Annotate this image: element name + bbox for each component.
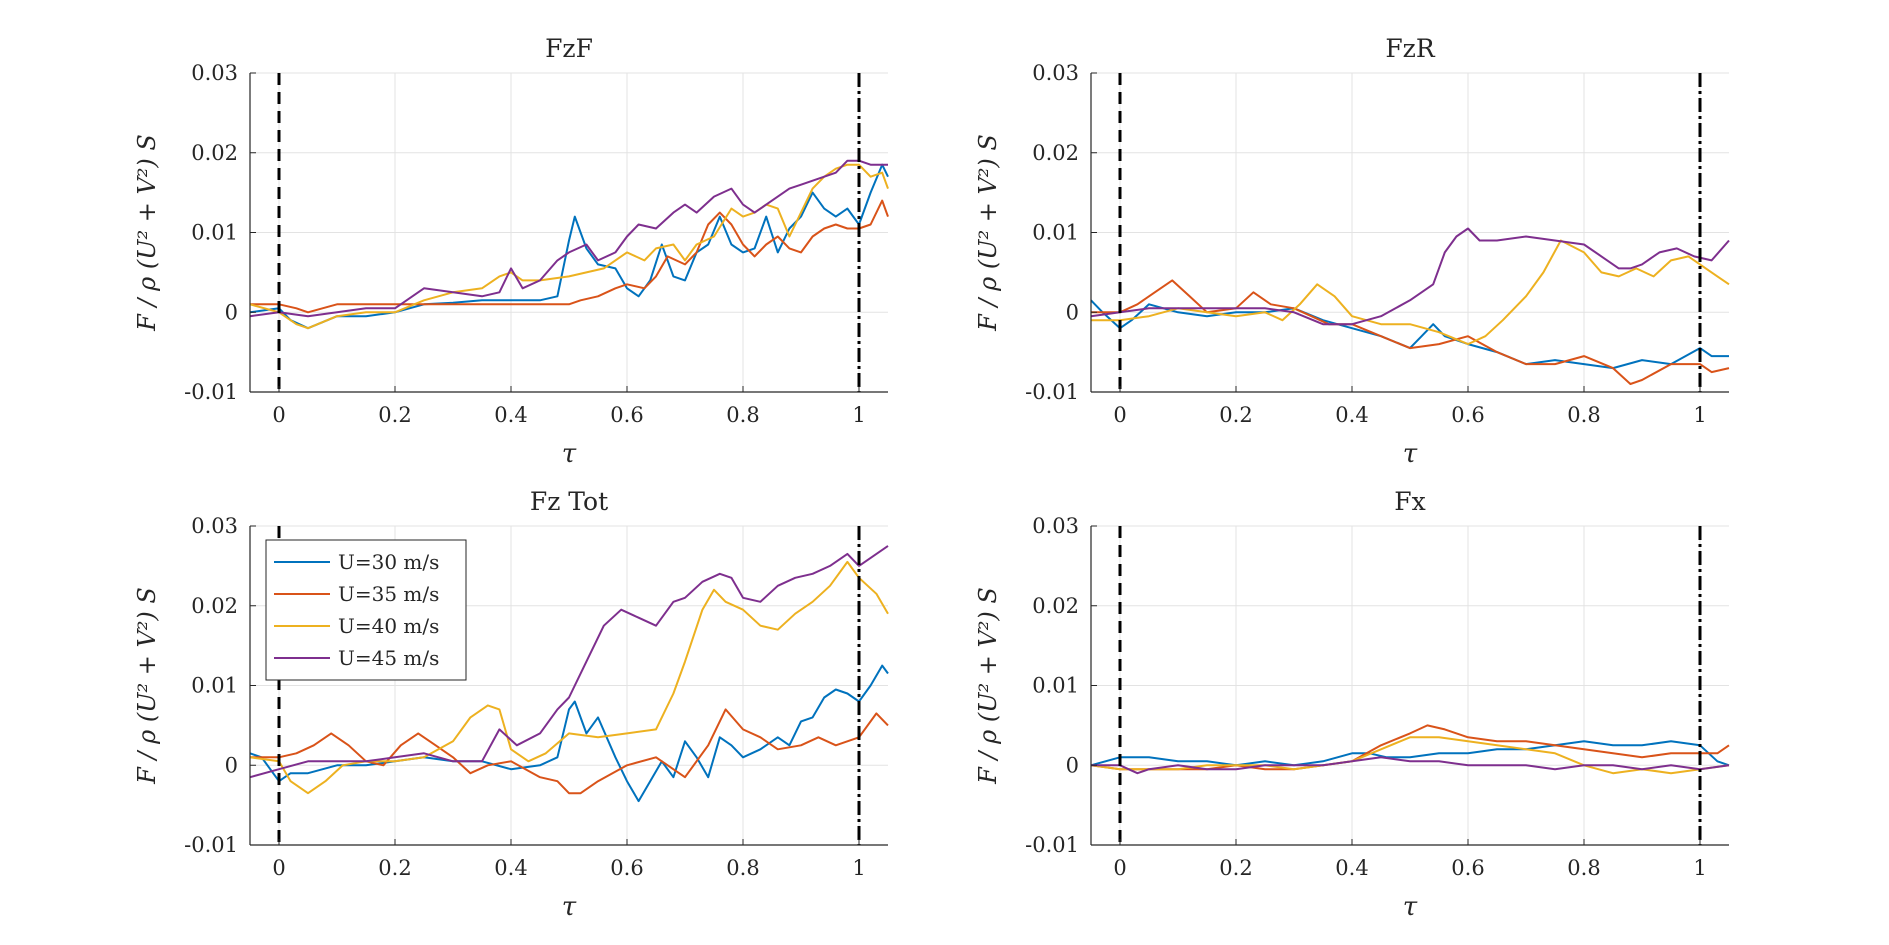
y-tick-label: -0.01 (184, 380, 238, 404)
x-tick-label: 0.4 (1335, 403, 1368, 427)
legend-entry: U=35 m/s (338, 582, 439, 606)
legend-entry: U=45 m/s (338, 646, 439, 670)
chart-title: FzR (1385, 34, 1436, 63)
y-axis-label: F / ρ (U² + V²) S (133, 134, 161, 332)
series-line-u-35-m-s (1091, 279, 1730, 385)
chart-panel-0: 0 0.2 0.4 0.6 0.8 1 -0.01 0 0.01 0.02 0.03 FzF τ F / … (133, 34, 889, 469)
series-line-u-45-m-s (1090, 227, 1730, 326)
series-line-u-30-m-s (249, 163, 889, 330)
x-tick-label: 0.6 (1451, 403, 1484, 427)
chart-panel-1: 0 0.2 0.4 0.6 0.8 1 -0.01 0 0.01 0.02 0.03 FzR τ F / … (974, 34, 1730, 469)
chart-title: FzF (545, 34, 593, 63)
series-line-u-30-m-s (1090, 740, 1730, 767)
y-tick-label: 0.02 (191, 141, 238, 165)
y-tick-label: 0.01 (191, 674, 238, 698)
legend-box (265, 539, 467, 681)
series-line-u-35-m-s (250, 199, 889, 314)
y-tick-label: -0.01 (1025, 380, 1079, 404)
series-line-u-45-m-s (249, 159, 888, 318)
y-tick-label: 0 (1066, 300, 1079, 324)
x-tick-label: 0 (272, 856, 285, 880)
y-tick-label: 0.03 (191, 61, 238, 85)
x-tick-label: 0.2 (378, 403, 411, 427)
x-tick-label: 0 (1113, 856, 1126, 880)
y-tick-label: 0 (1066, 753, 1079, 777)
y-tick-label: 0.03 (191, 514, 238, 538)
x-tick-label: 0.4 (494, 403, 527, 427)
y-tick-label: 0.02 (1032, 141, 1079, 165)
x-tick-label: 0.8 (1567, 403, 1600, 427)
x-axis-label: τ (1403, 439, 1418, 469)
x-tick-label: 0.6 (1451, 856, 1484, 880)
legend-entry: U=40 m/s (338, 614, 439, 638)
series-line-u-40-m-s (249, 163, 889, 330)
series-line-u-40-m-s (1091, 239, 1730, 346)
y-tick-label: 0 (225, 753, 238, 777)
series-line-u-40-m-s (1090, 736, 1730, 775)
y-tick-label: 0 (225, 300, 238, 324)
chart-panel-3: 0 0.2 0.4 0.6 0.8 1 -0.01 0 0.01 0.02 0.03 Fx τ F / ρ… (974, 487, 1730, 922)
x-tick-label: 0.6 (610, 856, 643, 880)
y-tick-label: 0.03 (1032, 61, 1079, 85)
x-axis-label: τ (562, 439, 577, 469)
y-axis-label: F / ρ (U² + V²) S (974, 134, 1002, 332)
series-line-u-45-m-s (249, 545, 889, 779)
y-tick-label: -0.01 (184, 833, 238, 857)
x-tick-label: 0.6 (610, 403, 643, 427)
legend-entry: U=30 m/s (338, 550, 439, 574)
y-tick-label: 0.02 (191, 594, 238, 618)
x-tick-label: 1 (852, 403, 865, 427)
x-tick-label: 0.8 (1567, 856, 1600, 880)
x-tick-label: 0.2 (1219, 403, 1252, 427)
x-tick-label: 0.4 (494, 856, 527, 880)
x-tick-label: 0.8 (726, 856, 759, 880)
chart-title: Fx (1394, 487, 1425, 516)
y-axis-label: F / ρ (U² + V²) S (974, 587, 1002, 785)
series-line-u-35-m-s (250, 708, 889, 795)
chart-title: Fz Tot (530, 487, 608, 516)
series-line-u-45-m-s (1091, 756, 1730, 775)
x-tick-label: 1 (1693, 856, 1706, 880)
y-tick-label: 0.02 (1032, 594, 1079, 618)
x-tick-label: 1 (852, 856, 865, 880)
legend: U=30 m/s U=35 m/s U=40 m/s U=45 m/s (265, 539, 467, 681)
y-tick-label: 0.03 (1032, 514, 1079, 538)
x-tick-label: 0.2 (378, 856, 411, 880)
series-line-u-40-m-s (249, 560, 889, 795)
x-tick-label: 0.2 (1219, 856, 1252, 880)
x-axis-label: τ (562, 892, 577, 922)
y-tick-label: 0.01 (191, 221, 238, 245)
x-tick-label: 0 (272, 403, 285, 427)
x-axis-label: τ (1403, 892, 1418, 922)
x-tick-label: 0.8 (726, 403, 759, 427)
y-tick-label: -0.01 (1025, 833, 1079, 857)
x-tick-label: 0 (1113, 403, 1126, 427)
x-tick-label: 1 (1693, 403, 1706, 427)
chart-panel-2: 0 0.2 0.4 0.6 0.8 1 -0.01 0 0.01 0.02 0.03 Fz Tot τ F… (133, 487, 889, 922)
y-tick-label: 0.01 (1032, 674, 1079, 698)
y-tick-label: 0.01 (1032, 221, 1079, 245)
x-tick-label: 0.4 (1335, 856, 1368, 880)
y-axis-label: F / ρ (U² + V²) S (133, 587, 161, 785)
